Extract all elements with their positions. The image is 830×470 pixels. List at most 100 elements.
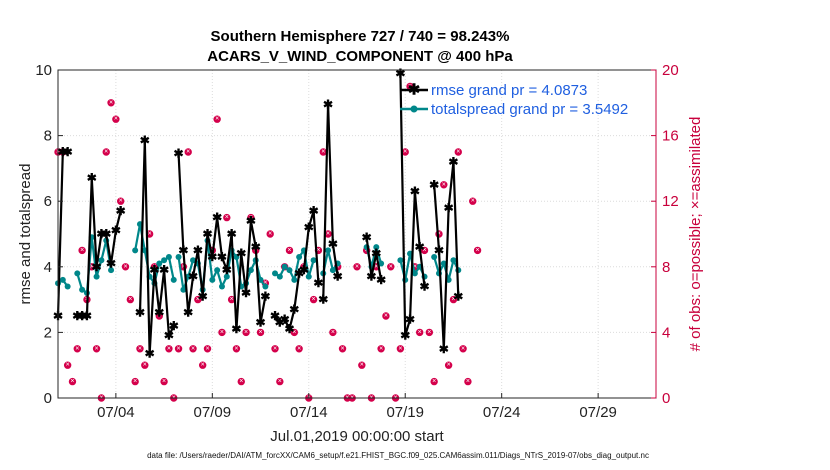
rmse-point: ✱ <box>140 134 150 148</box>
rmse-line-segment <box>177 153 267 331</box>
rmse-point: ✱ <box>236 247 246 261</box>
obs-count-point <box>107 99 115 107</box>
rmse-point: ✱ <box>284 322 294 336</box>
obs-count-point-cross: × <box>244 329 248 336</box>
obs-count-point <box>329 328 337 337</box>
chart-title-line1: Southern Hemisphere 727 / 740 = 98.243% <box>211 28 510 45</box>
right-tick-label: 16 <box>662 128 679 145</box>
obs-count-point <box>309 295 318 304</box>
x-axis-label: Jul.01,2019 00:00:00 start <box>270 428 444 445</box>
legend-spread-marker <box>410 105 418 113</box>
x-tick-label: 07/14 <box>290 404 328 421</box>
rmse-point: ✱ <box>270 309 280 323</box>
obs-count-point <box>213 115 221 123</box>
obs-count-point-cross: × <box>66 362 70 369</box>
rmse-point: ✱ <box>448 155 458 169</box>
totalspread-point <box>180 286 187 293</box>
rmse-point: ✱ <box>77 309 87 323</box>
rmse-point: ✱ <box>328 237 338 251</box>
legend-rmse-text: rmse grand pr = 4.0873 <box>431 82 587 99</box>
obs-count-point-cross: × <box>451 296 455 303</box>
totalspread-point <box>378 260 385 267</box>
obs-count-point <box>440 181 448 189</box>
rmse-point: ✱ <box>154 306 164 320</box>
rmse-point: ✱ <box>202 227 212 241</box>
totalspread-point <box>79 286 86 293</box>
obs-count-point-cross: × <box>273 345 277 352</box>
totalspread-point <box>276 273 283 280</box>
rmse-point: ✱ <box>366 270 376 284</box>
rmse-point: ✱ <box>135 306 145 320</box>
obs-count-point <box>469 197 477 205</box>
totalspread-point <box>291 276 298 283</box>
obs-count-point <box>184 148 192 156</box>
x-tick-label: 07/24 <box>483 404 521 421</box>
rmse-point: ✱ <box>439 342 449 356</box>
totalspread-point <box>281 263 288 270</box>
obs-count-point <box>473 246 482 255</box>
totalspread-point <box>93 273 100 280</box>
obs-count-point <box>420 246 429 255</box>
rmse-point: ✱ <box>87 171 97 185</box>
obs-count-point-cross: × <box>123 263 127 270</box>
obs-count-point <box>285 246 294 255</box>
rmse-point: ✱ <box>183 306 193 320</box>
rmse-point: ✱ <box>453 289 463 303</box>
rmse-point: ✱ <box>294 266 304 280</box>
rmse-point: ✱ <box>371 247 381 261</box>
totalspread-point <box>262 283 269 290</box>
obs-count-point-cross: × <box>312 296 316 303</box>
obs-count-point-cross: × <box>316 247 320 254</box>
obs-count-point-cross: × <box>268 231 272 238</box>
obs-count-point-cross: × <box>259 329 263 336</box>
obs-count-point <box>63 361 72 369</box>
totalspread-point <box>74 270 81 277</box>
right-tick-label: 4 <box>662 324 670 341</box>
obs-count-point-cross: × <box>427 329 431 336</box>
obs-count-point <box>444 361 453 369</box>
rmse-point: ✱ <box>260 289 270 303</box>
obs-count-point-cross: × <box>461 345 465 352</box>
rmse-point: ✱ <box>111 224 121 238</box>
totalspread-point <box>175 253 182 260</box>
obs-count-point-cross: × <box>167 345 171 352</box>
rmse-point: ✱ <box>376 273 386 287</box>
obs-count-point <box>112 115 120 123</box>
rmse-line-segment <box>274 209 320 331</box>
obs-count-point <box>126 295 135 304</box>
left-y-axis: 0 2 4 6 8 10 <box>35 62 63 407</box>
obs-count-point-cross: × <box>456 149 460 156</box>
rmse-line-segment <box>77 177 122 318</box>
totalspread-point <box>161 257 168 264</box>
rmse-line-segment <box>56 150 68 317</box>
totalspread-point <box>156 260 163 267</box>
obs-count-point-cross: × <box>287 247 291 254</box>
obs-count-point-cross: × <box>186 149 190 156</box>
totalspread-point <box>286 267 293 274</box>
rmse-point: ✱ <box>198 289 208 303</box>
rmse-point: ✱ <box>419 279 429 293</box>
rmse-point: ✱ <box>246 214 256 228</box>
rmse-point: ✱ <box>149 263 159 277</box>
rmse-point: ✱ <box>159 263 169 277</box>
totalspread-point <box>108 267 115 274</box>
left-tick-label: 4 <box>44 259 52 276</box>
totalspread-point <box>233 253 240 260</box>
obs-count-point <box>160 377 168 386</box>
obs-count-point-cross: × <box>70 378 74 385</box>
left-tick-label: 0 <box>44 390 52 407</box>
totalspread-point <box>411 270 418 277</box>
obs-count-point-cross: × <box>466 378 470 385</box>
obs-count-point-cross: × <box>292 329 296 336</box>
rmse-point: ✱ <box>217 250 227 264</box>
obs-count-point <box>136 345 144 353</box>
totalspread-point <box>64 283 71 290</box>
totalspread-point <box>209 276 216 283</box>
obs-count-point-cross: × <box>398 345 402 352</box>
rmse-point: ✱ <box>289 302 299 316</box>
obs-count-point <box>358 361 366 369</box>
rmse-point: ✱ <box>227 227 237 241</box>
obs-count-point-cross: × <box>181 263 185 270</box>
right-tick-label: 12 <box>662 193 679 210</box>
totalspread-point <box>450 257 457 264</box>
